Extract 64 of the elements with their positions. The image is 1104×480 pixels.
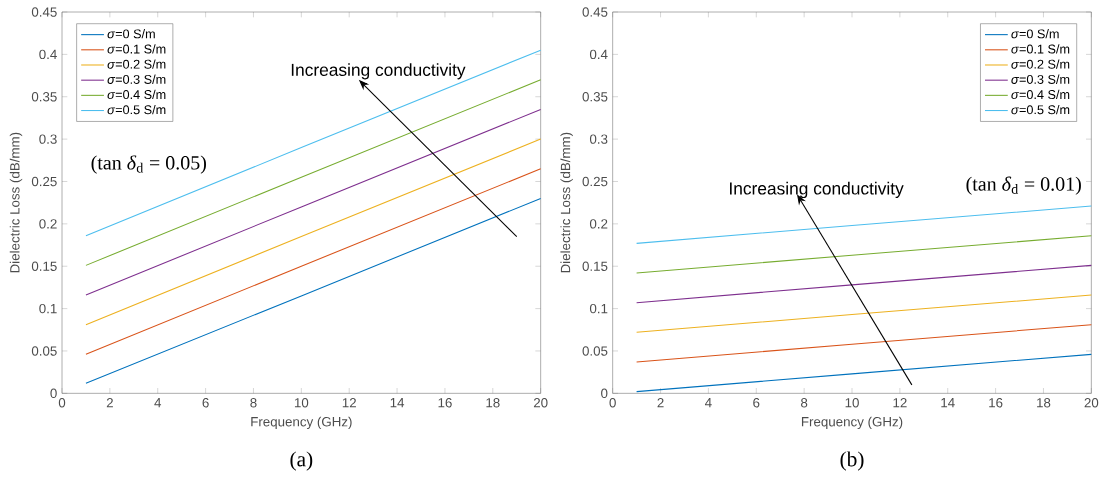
- y-tick-label: 0.2: [39, 219, 57, 229]
- y-tick-label: 0.3: [39, 134, 57, 144]
- y-tick-label: 0.35: [31, 92, 57, 102]
- y-tick-label: 0.45: [582, 7, 608, 17]
- y-axis-title: Dielectric Loss (dB/mm): [560, 132, 573, 273]
- y-tick-label: 0.1: [39, 303, 57, 314]
- x-tick-label: 4: [705, 398, 712, 408]
- text: (a): [290, 451, 313, 471]
- y-tick-label: 0.15: [582, 261, 608, 271]
- x-axis-title: Frequency (GHz): [801, 416, 903, 430]
- legend-label: σ=0.1 S/m: [107, 44, 166, 54]
- x-axis-title: Frequency (GHz): [251, 416, 352, 430]
- x-tick-label: 2: [106, 398, 113, 408]
- x-tick-label: 4: [154, 398, 162, 408]
- legend-label: σ=0.1 S/m: [1011, 44, 1070, 54]
- y-tick-label: 0: [50, 388, 57, 399]
- x-tick-label: 16: [989, 398, 1003, 408]
- x-tick-label: 14: [390, 398, 405, 408]
- y-axis-title: Dielectric Loss (dB/mm): [9, 132, 23, 273]
- x-tick-label: 6: [202, 398, 209, 408]
- x-tick-label: 0: [58, 398, 66, 408]
- y-tick-label: 0: [601, 388, 608, 399]
- x-tick-label: 16: [438, 398, 452, 408]
- x-tick-label: 8: [250, 398, 257, 408]
- legend-label: σ=0.5 S/m: [1011, 104, 1070, 115]
- annotation: Increasing conductivity: [730, 181, 904, 199]
- x-tick-label: 18: [486, 398, 500, 408]
- x-tick-label: 12: [893, 398, 907, 408]
- y-tick-label: 0.25: [31, 176, 57, 187]
- legend-label: σ=0.2 S/m: [1011, 59, 1070, 69]
- x-tick-label: 12: [342, 398, 356, 408]
- x-tick-label: 2: [657, 398, 664, 408]
- y-tick-label: 0.35: [582, 92, 608, 102]
- x-tick-label: 6: [753, 398, 760, 408]
- x-tick-label: 14: [941, 398, 955, 408]
- annotation: (tan δ$_{d}$ = 0.01): [966, 176, 1081, 195]
- y-tick-label: 0.2: [589, 219, 608, 229]
- x-tick-label: 0: [609, 398, 616, 408]
- y-tick-label: 0.45: [31, 7, 57, 17]
- x-tick-label: 20: [1084, 398, 1099, 408]
- x-tick-label: 10: [845, 398, 859, 408]
- legend-label: σ=0.2 S/m: [107, 59, 166, 69]
- y-tick-label: 0.05: [31, 346, 57, 356]
- annotation: (tan δ$_{d}$ = 0.05): [91, 155, 206, 174]
- legend-label: σ=0.5 S/m: [107, 104, 166, 115]
- y-tick-label: 0.4: [589, 49, 608, 60]
- y-tick-label: 0.4: [39, 49, 57, 60]
- legend-label: σ=0.4 S/m: [107, 89, 166, 100]
- legend-label: σ=0 S/m: [1011, 29, 1059, 39]
- legend-label: σ=0.4 S/m: [1011, 89, 1070, 100]
- legend-label: σ=0.3 S/m: [107, 74, 166, 84]
- y-tick-label: 0.3: [589, 134, 608, 144]
- y-tick-label: 0.15: [31, 261, 57, 271]
- legend-label: σ=0 S/m: [107, 29, 155, 39]
- x-tick-label: 8: [801, 398, 808, 408]
- x-tick-label: 20: [533, 398, 548, 408]
- x-tick-label: 10: [294, 398, 309, 408]
- y-tick-label: 0.25: [582, 176, 608, 187]
- annotation: Increasing conductivity: [291, 63, 466, 80]
- y-tick-label: 0.1: [589, 303, 608, 314]
- y-tick-label: 0.05: [582, 346, 608, 356]
- text: (b): [840, 451, 864, 471]
- legend-label: σ=0.3 S/m: [1011, 74, 1070, 84]
- x-tick-label: 18: [1037, 398, 1051, 408]
